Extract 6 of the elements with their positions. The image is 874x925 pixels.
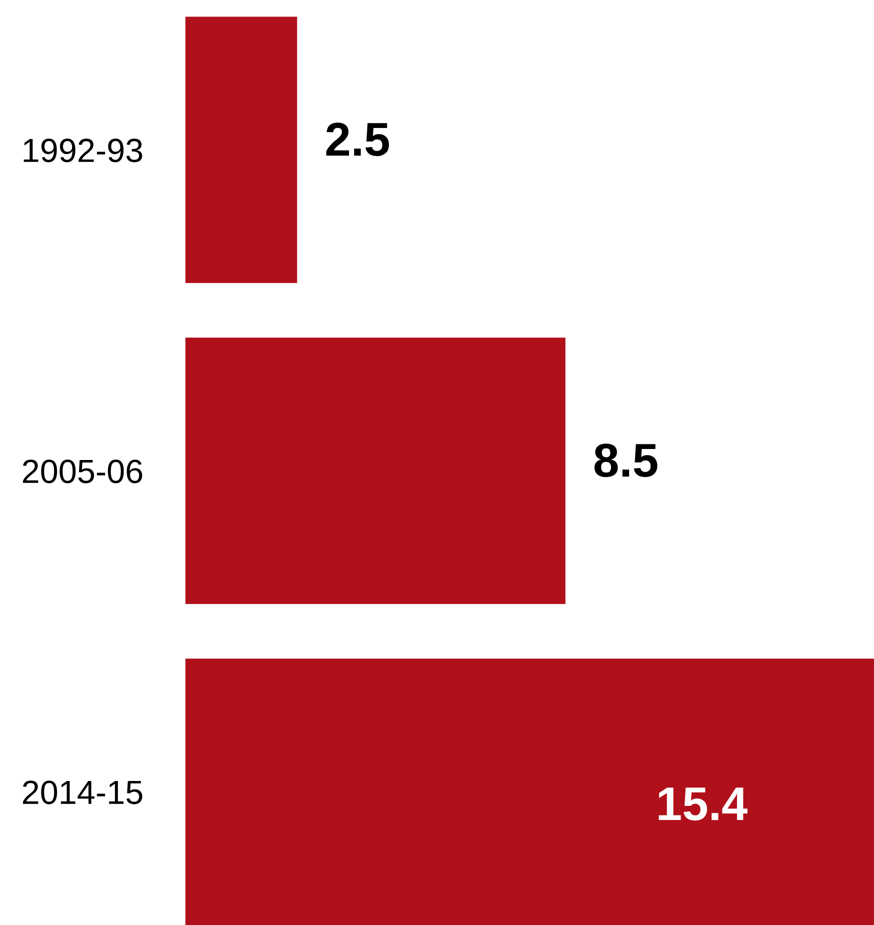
y-tick-label: 2014-15 (22, 780, 142, 804)
data-label: 8.5 (594, 444, 658, 478)
data-label: 2.5 (326, 122, 389, 156)
y-tick-label: 2005-06 (22, 460, 142, 484)
data-label: 15.4 (658, 788, 748, 821)
y-tick-label: 1992-93 (24, 138, 142, 162)
